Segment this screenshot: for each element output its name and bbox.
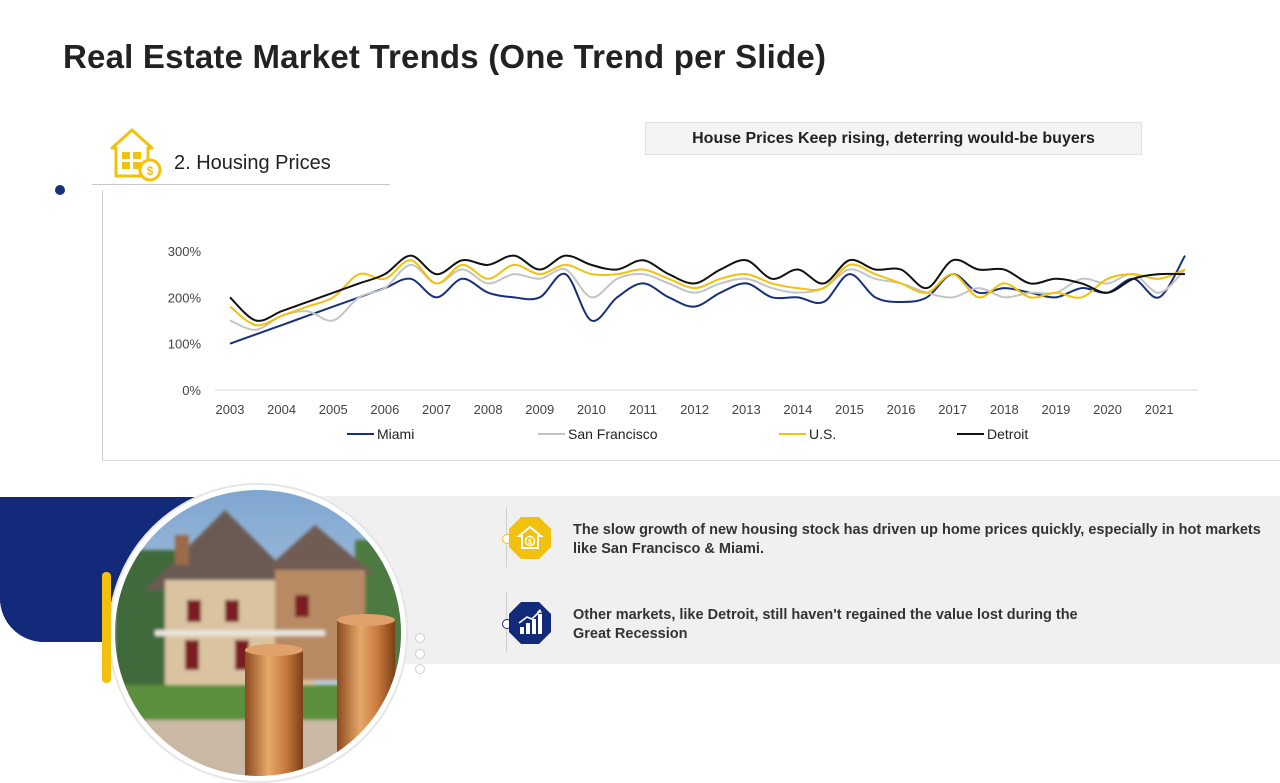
yellow-accent-bar: [102, 572, 111, 683]
chart-frame-left: [102, 190, 103, 460]
chart-title: House Prices Keep rising, deterring woul…: [645, 122, 1142, 155]
chart-legend: Miami San Francisco U.S. Detroit: [0, 426, 1280, 446]
x-tick-label: 2009: [525, 402, 554, 417]
x-tick-label: 2011: [629, 402, 657, 417]
y-tick-label: 300%: [168, 244, 202, 259]
x-tick-label: 2014: [783, 402, 812, 417]
svg-text:$: $: [528, 539, 532, 546]
series-line-miami: [229, 255, 1186, 345]
legend-label: Miami: [377, 426, 415, 442]
x-tick-label: 2012: [680, 402, 709, 417]
dollar-house-icon: $: [508, 516, 552, 560]
legend-item: U.S.: [779, 426, 836, 442]
decor-dot: [415, 649, 425, 659]
legend-swatch: [779, 433, 806, 435]
housing-price-chart: 0% 100% 200% 300% 2003 2004 2005 2006 2007 2008 20…: [168, 244, 1198, 417]
series-line-san-francisco: [229, 263, 1186, 331]
y-tick-label: 0%: [182, 383, 201, 398]
legend-label: San Francisco: [568, 426, 658, 442]
rising-bars-icon: [508, 601, 552, 645]
page-title: Real Estate Market Trends (One Trend per…: [63, 38, 827, 75]
x-tick-label: 2006: [370, 402, 399, 417]
section-label: 2. Housing Prices: [174, 152, 331, 174]
house-dollar-icon: $: [110, 128, 162, 182]
section-dot: [55, 185, 65, 195]
decor-dot: [415, 664, 425, 674]
x-tick-label: 2016: [887, 402, 916, 417]
legend-swatch: [347, 433, 374, 435]
bullet-text-detroit: Other markets, like Detroit, still haven…: [573, 607, 1078, 642]
x-tick-label: 2019: [1041, 402, 1070, 417]
chart-frame-bottom: [102, 460, 1280, 461]
decor-dot: [415, 633, 425, 643]
x-tick-label: 2013: [732, 402, 761, 417]
x-tick-label: 2021: [1145, 402, 1174, 417]
legend-item: Miami: [347, 426, 414, 442]
svg-text:$: $: [147, 164, 154, 178]
legend-swatch: [538, 433, 565, 435]
x-tick-label: 2004: [267, 402, 296, 417]
y-tick-label: 100%: [168, 337, 202, 352]
info-panel: [300, 496, 1280, 664]
x-tick-label: 2003: [216, 402, 245, 417]
legend-label: Detroit: [987, 426, 1029, 442]
legend-label: U.S.: [809, 426, 837, 442]
bullet-text-housing-stock: The slow growth of new housing stock has…: [573, 522, 1261, 557]
x-tick-label: 2008: [474, 402, 503, 417]
legend-swatch: [957, 433, 984, 435]
legend-item: Detroit: [957, 426, 1028, 442]
series-line-detroit: [229, 254, 1186, 322]
x-tick-label: 2005: [319, 402, 348, 417]
x-tick-label: 2018: [990, 402, 1019, 417]
series-line-u-s: [229, 259, 1186, 327]
section-divider: [92, 184, 390, 185]
y-tick-label: 200%: [168, 290, 202, 305]
x-tick-label: 2020: [1093, 402, 1122, 417]
x-tick-label: 2010: [577, 402, 606, 417]
house-with-coins-photo: [115, 490, 401, 776]
legend-item: San Francisco: [538, 426, 657, 442]
x-tick-label: 2015: [835, 402, 864, 417]
x-tick-label: 2017: [938, 402, 967, 417]
x-tick-label: 2007: [422, 402, 451, 417]
